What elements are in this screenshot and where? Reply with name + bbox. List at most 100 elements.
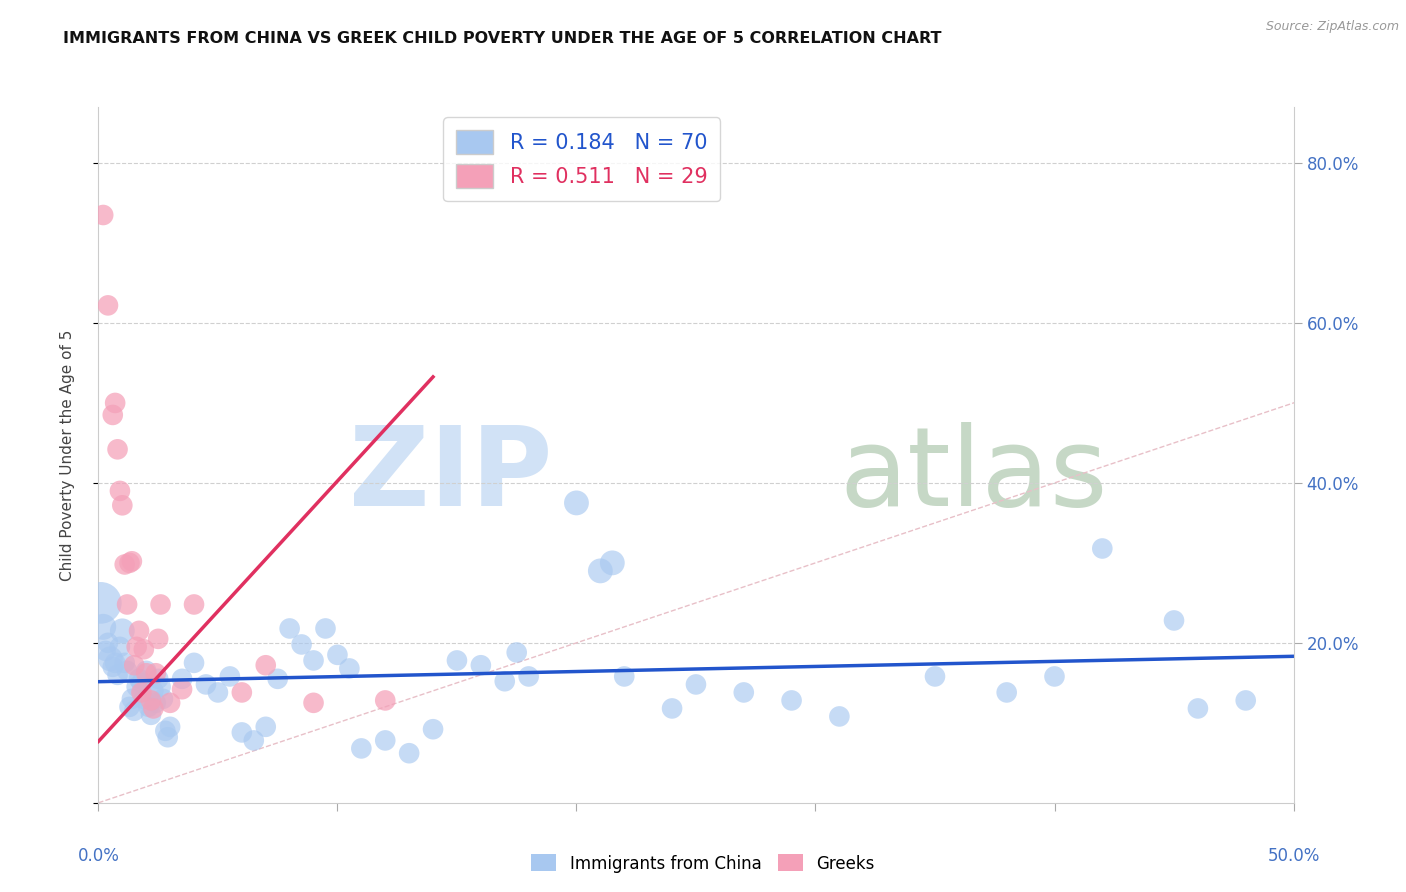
Point [152,691,174,706]
Point [91,208,114,222]
Point [97,298,120,312]
Point [124,658,146,673]
Point [114,558,136,572]
Point [94,644,117,658]
Point [506,645,529,659]
Point [1234,693,1257,707]
Point [1187,701,1209,715]
Point [602,556,624,570]
Point [183,656,205,670]
Point [148,672,170,686]
Point [219,669,242,683]
Point [194,677,218,691]
Point [733,685,755,699]
Point [159,720,181,734]
Point [132,691,155,706]
Point [139,707,162,722]
Point [661,701,683,715]
Point [315,622,337,636]
Y-axis label: Child Poverty Under the Age of 5: Child Poverty Under the Age of 5 [60,329,75,581]
Point [374,693,396,707]
Point [124,704,146,718]
Point [91,620,114,634]
Point [243,733,266,747]
Point [142,701,165,715]
Point [111,498,134,512]
Text: 0.0%: 0.0% [77,847,120,864]
Point [1163,614,1185,628]
Point [104,656,127,670]
Point [107,668,129,682]
Point [142,683,165,698]
Point [125,680,148,694]
Point [254,720,277,734]
Point [1043,669,1066,683]
Legend: R = 0.184   N = 70, R = 0.511   N = 29: R = 0.184 N = 70, R = 0.511 N = 29 [443,118,720,201]
Point [398,746,420,760]
Point [90,596,112,610]
Point [350,741,373,756]
Point [131,676,153,690]
Point [101,408,124,422]
Point [125,640,148,654]
Point [613,669,636,683]
Point [155,723,177,738]
Point [145,696,167,710]
Point [422,723,444,737]
Point [111,624,134,638]
Point [159,696,181,710]
Point [924,669,946,683]
Text: atlas: atlas [839,422,1108,529]
Point [231,725,253,739]
Point [128,672,150,686]
Point [118,556,141,570]
Point [446,653,468,667]
Text: IMMIGRANTS FROM CHINA VS GREEK CHILD POVERTY UNDER THE AGE OF 5 CORRELATION CHAR: IMMIGRANTS FROM CHINA VS GREEK CHILD POV… [63,31,942,46]
Point [302,653,325,667]
Point [828,709,851,723]
Point [148,632,170,646]
Point [131,685,153,699]
Point [183,598,205,612]
Point [494,674,516,689]
Point [115,598,138,612]
Point [108,640,131,654]
Point [149,598,172,612]
Point [121,691,143,706]
Point [121,554,143,568]
Point [145,666,167,681]
Point [517,669,540,683]
Point [1091,541,1114,556]
Point [291,637,314,651]
Text: 50.0%: 50.0% [1267,847,1320,864]
Point [156,730,179,744]
Point [139,693,162,707]
Point [685,677,707,691]
Legend: Immigrants from China, Greeks: Immigrants from China, Greeks [524,847,882,880]
Point [780,693,803,707]
Point [149,680,172,694]
Point [267,672,290,686]
Point [589,564,612,578]
Point [565,496,588,510]
Point [98,652,122,666]
Point [326,648,349,662]
Text: ZIP: ZIP [349,422,553,529]
Point [254,658,277,673]
Point [231,685,253,699]
Point [135,666,157,681]
Point [172,682,194,697]
Point [107,442,129,457]
Point [108,483,131,498]
Point [278,622,301,636]
Point [374,733,396,747]
Point [339,661,360,675]
Text: Source: ZipAtlas.com: Source: ZipAtlas.com [1265,20,1399,33]
Point [101,660,124,674]
Point [114,656,136,670]
Point [132,642,155,657]
Point [207,685,229,699]
Point [135,664,157,678]
Point [138,699,160,714]
Point [104,396,127,410]
